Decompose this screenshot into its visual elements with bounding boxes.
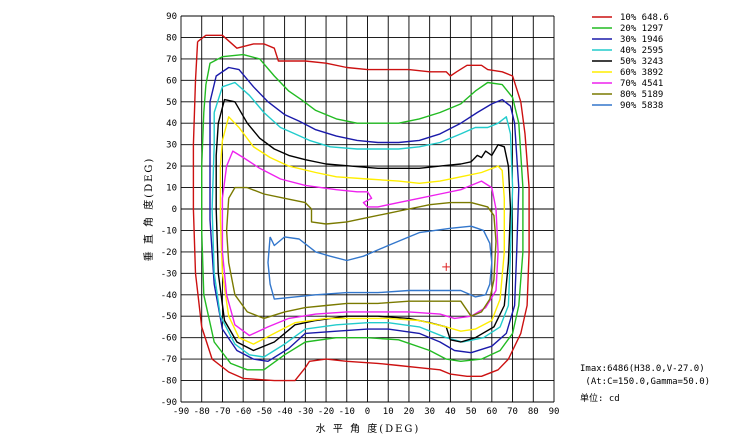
legend-label: 70% 4541 — [620, 79, 663, 89]
x-tick-label: 90 — [549, 407, 560, 417]
x-tick-label: -30 — [297, 407, 313, 417]
measurement-conditions: (At:C=150.0,Gamma=50.0) — [580, 377, 711, 387]
y-tick-label: 10 — [166, 184, 177, 194]
contour-line-4 — [211, 81, 514, 358]
legend-label: 20% 1297 — [620, 24, 663, 34]
grid-lines — [180, 15, 555, 403]
x-tick-label: -90 — [173, 407, 189, 417]
x-tick-label: -50 — [256, 407, 272, 417]
contour-line-1 — [192, 34, 530, 382]
unit-label: 单位: cd — [580, 394, 620, 404]
x-tick-label: 40 — [445, 407, 456, 417]
tick-labels: -90 -80 -70 -60 -50 -40 -30 -20 -10 0 10 20 30 40 50 60… — [161, 12, 560, 417]
y-tick-label: -50 — [161, 312, 177, 322]
contour-line-3 — [209, 66, 520, 362]
y-tick-label: 80 — [166, 33, 177, 43]
legend-label: 90% 5838 — [620, 101, 663, 111]
x-tick-label: -40 — [276, 407, 292, 417]
y-tick-label: 60 — [166, 76, 177, 86]
x-tick-label: -70 — [214, 407, 230, 417]
y-tick-label: -30 — [161, 269, 177, 279]
y-tick-label: -80 — [161, 377, 177, 387]
x-tick-label: -80 — [194, 407, 210, 417]
y-axis-title: 垂 直 角 度(DEG) — [142, 157, 155, 262]
legend-label: 80% 5189 — [620, 90, 663, 100]
x-tick-label: 20 — [404, 407, 415, 417]
y-tick-label: 90 — [166, 12, 177, 22]
x-tick-label: 30 — [424, 407, 435, 417]
y-tick-label: -40 — [161, 291, 177, 301]
y-tick-label: -60 — [161, 334, 177, 344]
y-tick-label: -10 — [161, 226, 177, 236]
x-tick-label: 50 — [466, 407, 477, 417]
y-tick-label: -90 — [161, 398, 177, 408]
contour-series — [192, 34, 530, 382]
x-axis-title: 水 平 角 度(DEG) — [316, 422, 421, 435]
contour-line-8 — [225, 186, 497, 320]
y-tick-label: 30 — [166, 141, 177, 151]
y-tick-label: 50 — [166, 98, 177, 108]
y-tick-label: 20 — [166, 162, 177, 172]
legend-label: 50% 3243 — [620, 57, 663, 67]
contour-line-7 — [221, 150, 499, 337]
x-tick-label: 70 — [507, 407, 518, 417]
imax-readout: Imax:6486(H38.0,V-27.0) — [580, 364, 705, 374]
y-tick-label: 70 — [166, 55, 177, 65]
legend-label: 10% 648.6 — [620, 13, 669, 23]
y-tick-label: -70 — [161, 355, 177, 365]
contour-line-2 — [201, 53, 524, 371]
x-tick-label: 0 — [365, 407, 370, 417]
legend-label: 40% 2595 — [620, 46, 663, 56]
x-tick-label: -60 — [235, 407, 251, 417]
y-tick-label: 40 — [166, 119, 177, 129]
legend-label: 60% 3892 — [620, 68, 663, 78]
x-tick-label: 60 — [486, 407, 497, 417]
y-tick-label: -20 — [161, 248, 177, 258]
max-intensity-marker — [442, 262, 451, 271]
y-tick-label: 0 — [172, 205, 177, 215]
legend-label: 30% 1946 — [620, 35, 663, 45]
x-tick-label: -20 — [318, 407, 334, 417]
x-tick-label: 80 — [528, 407, 539, 417]
x-tick-label: 10 — [383, 407, 394, 417]
x-tick-label: -10 — [339, 407, 355, 417]
contour-line-9 — [267, 225, 493, 300]
contour-line-5 — [215, 98, 512, 352]
contour-line-6 — [219, 116, 505, 345]
